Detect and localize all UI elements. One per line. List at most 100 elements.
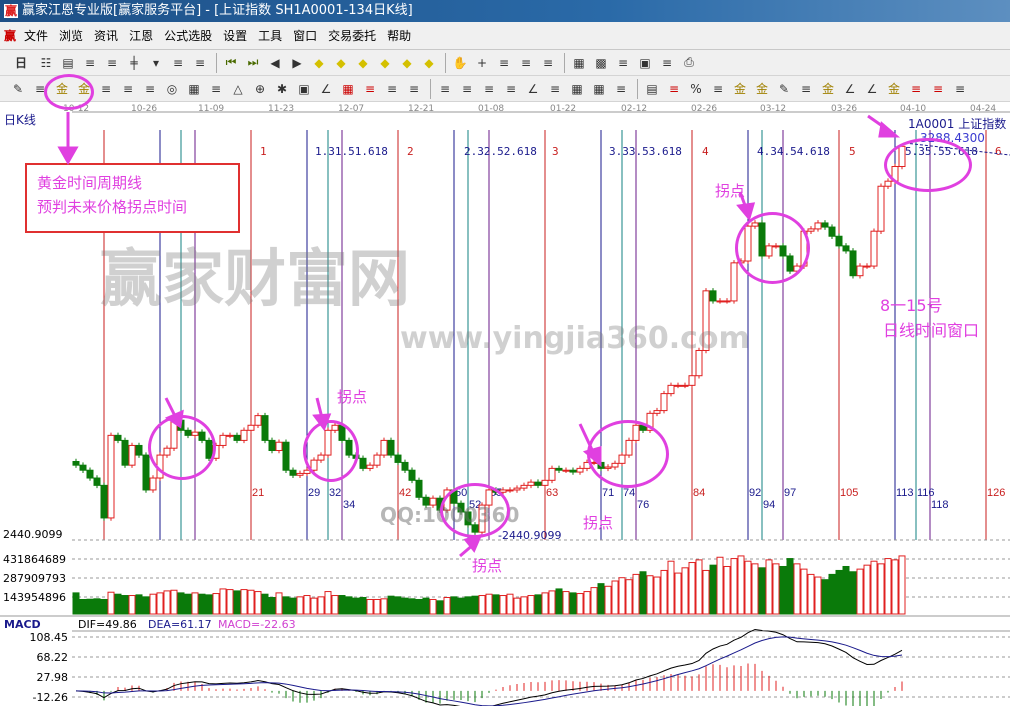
- menu-item-9[interactable]: 帮助: [387, 29, 412, 43]
- menu-item-0[interactable]: 文件: [24, 29, 49, 43]
- diamond-expand-icon[interactable]: ◆: [402, 55, 412, 70]
- node-icon[interactable]: ≡: [520, 55, 532, 70]
- angle-line-icon[interactable]: ∠: [527, 81, 539, 96]
- printer-icon[interactable]: ⎙: [684, 55, 694, 69]
- f-angle-icon[interactable]: ∠: [866, 81, 878, 96]
- menu-item-1[interactable]: 浏览: [59, 29, 84, 43]
- save-icon[interactable]: ▣: [639, 55, 651, 70]
- right-icon[interactable]: ▶: [292, 55, 302, 70]
- list-icon[interactable]: ▤: [62, 55, 74, 70]
- highlight-ellipse-4: [587, 420, 669, 488]
- diamond-left-icon[interactable]: ◆: [314, 55, 324, 70]
- chart-icon[interactable]: ☷: [40, 55, 52, 70]
- angle-icon[interactable]: ∠: [320, 81, 332, 96]
- menu-item-4[interactable]: 公式选股: [164, 29, 213, 43]
- candle-icon[interactable]: ╪: [130, 55, 138, 70]
- triangle-icon[interactable]: △: [233, 81, 243, 96]
- circle-icon[interactable]: ◎: [166, 81, 178, 96]
- ruler-icon[interactable]: ≡: [386, 81, 398, 96]
- pen-icon[interactable]: ✎: [12, 81, 24, 96]
- volume-bar: [121, 595, 129, 615]
- percent-icon[interactable]: %: [690, 81, 702, 96]
- gold-angle-icon[interactable]: 金: [887, 82, 900, 96]
- gann-box-icon[interactable]: ≡: [483, 81, 495, 96]
- cycle-bottom-label: 21: [252, 487, 264, 499]
- calendar-icon[interactable]: ▦: [573, 55, 585, 70]
- last-icon[interactable]: ⏭: [247, 55, 259, 69]
- j-angle-icon[interactable]: ∠: [844, 81, 856, 96]
- gann-square-icon[interactable]: ≡: [505, 81, 517, 96]
- menu-item-2[interactable]: 资讯: [94, 29, 119, 43]
- gann-icon[interactable]: ≡: [172, 55, 184, 70]
- square-icon[interactable]: ▣: [298, 81, 310, 96]
- red-box-icon[interactable]: ≡: [364, 81, 376, 96]
- notes-icon[interactable]: ≡: [617, 55, 629, 70]
- flag-icon[interactable]: ≡: [194, 55, 206, 70]
- grid2-icon[interactable]: ▦: [593, 81, 605, 96]
- menu-item-6[interactable]: 工具: [258, 29, 283, 43]
- volume-bar: [107, 591, 115, 615]
- spiral-icon[interactable]: ≡: [122, 81, 134, 96]
- candle-up: [877, 185, 885, 232]
- dropdown-icon[interactable]: ▾: [152, 55, 160, 70]
- pen2-icon[interactable]: ✎: [778, 81, 790, 96]
- si-icon[interactable]: ≡: [954, 81, 966, 96]
- crosshair-icon[interactable]: +: [476, 55, 488, 70]
- diamond-vert-icon[interactable]: ◆: [424, 55, 434, 70]
- parallel2-icon[interactable]: ≡: [615, 81, 627, 96]
- zigzag-icon[interactable]: ≡: [549, 81, 561, 96]
- percent-line-icon[interactable]: ≡: [712, 81, 724, 96]
- volume-bar: [317, 596, 325, 615]
- date-tick: 12-07: [338, 104, 364, 114]
- grid-lines-icon[interactable]: ▦: [188, 81, 200, 96]
- hand-icon[interactable]: ✋: [452, 55, 468, 70]
- menu-item-7[interactable]: 窗口: [293, 29, 318, 43]
- first-icon[interactable]: ⏮: [225, 55, 237, 69]
- n2-icon[interactable]: ≡: [210, 81, 222, 96]
- volume-bar: [513, 597, 521, 615]
- fan-icon[interactable]: ≡: [461, 81, 473, 96]
- diamond-right-icon[interactable]: ◆: [336, 55, 346, 70]
- candle-up: [275, 441, 283, 451]
- parallel-icon[interactable]: ≡: [34, 81, 46, 96]
- volume-bar: [492, 594, 500, 615]
- diamond-lr-icon[interactable]: ◆: [358, 55, 368, 70]
- candle-down: [282, 441, 290, 471]
- network-icon[interactable]: ≡: [661, 55, 673, 70]
- price-low-label: 2440.9099: [3, 528, 63, 541]
- fib-icon[interactable]: ≡: [100, 81, 112, 96]
- star-icon[interactable]: ✱: [276, 81, 288, 96]
- marker-icon[interactable]: ≡: [144, 81, 156, 96]
- gold-circle-icon[interactable]: 金: [733, 82, 746, 96]
- chart9-icon[interactable]: ≡: [106, 55, 118, 70]
- line-icon[interactable]: ≡: [542, 55, 554, 70]
- diamond-collapse-icon[interactable]: ◆: [380, 55, 390, 70]
- volume-bar: [212, 593, 220, 615]
- list-icon[interactable]: ▤: [646, 81, 658, 96]
- red-grid-icon[interactable]: ▦: [342, 81, 354, 96]
- target-icon[interactable]: ⊕: [254, 81, 266, 96]
- percent-red-icon[interactable]: ≡: [668, 81, 680, 96]
- menu-item-5[interactable]: 设置: [223, 29, 248, 43]
- chart3-icon[interactable]: ≡: [84, 55, 96, 70]
- measure-icon[interactable]: ≡: [408, 81, 420, 96]
- grid-icon[interactable]: ▦: [571, 81, 583, 96]
- calculator-icon[interactable]: ▩: [595, 55, 607, 70]
- gold2-icon[interactable]: 金: [821, 82, 834, 96]
- volume-bar: [884, 558, 892, 615]
- menu-item-8[interactable]: 交易委托: [328, 29, 377, 43]
- wave-icon[interactable]: ≡: [498, 55, 510, 70]
- date-tick: 02-26: [691, 104, 717, 114]
- ying-icon[interactable]: ≡: [932, 81, 944, 96]
- volume-bar: [471, 595, 479, 615]
- wave2-icon[interactable]: ≡: [800, 81, 812, 96]
- shen-icon[interactable]: ≡: [910, 81, 922, 96]
- volume-bar: [597, 583, 605, 615]
- volume-bar: [555, 588, 563, 615]
- menu-item-3[interactable]: 江恩: [129, 29, 154, 43]
- turn-point-label: 拐点: [472, 557, 503, 575]
- gold-line-icon[interactable]: 金: [755, 82, 768, 96]
- left-icon[interactable]: ◀: [270, 55, 280, 70]
- box-icon[interactable]: ≡: [439, 81, 451, 96]
- period-dropdown[interactable]: 日: [14, 56, 27, 70]
